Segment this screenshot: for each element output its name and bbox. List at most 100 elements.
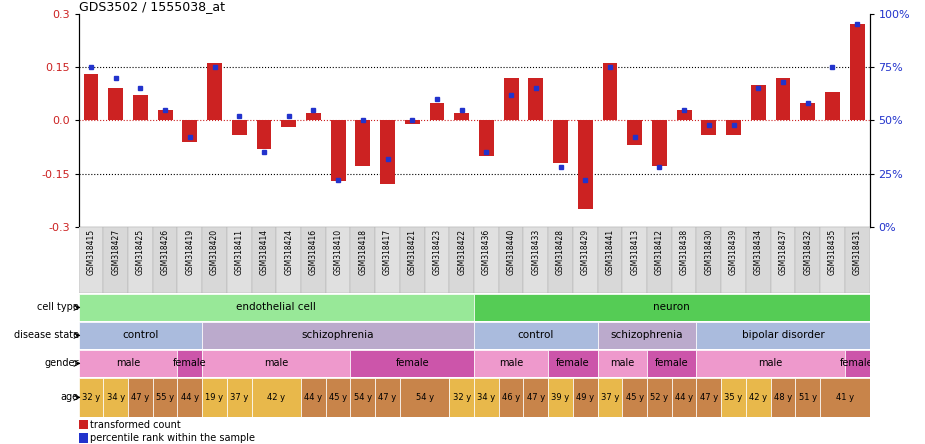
- Text: 35 y: 35 y: [724, 393, 743, 402]
- Text: endothelial cell: endothelial cell: [237, 302, 316, 313]
- Bar: [598, 378, 623, 416]
- Bar: [578, 120, 593, 209]
- Text: 47 y: 47 y: [378, 393, 397, 402]
- Bar: [652, 120, 667, 166]
- Text: 44 y: 44 y: [675, 393, 693, 402]
- Text: GSM318431: GSM318431: [853, 229, 862, 275]
- Text: control: control: [122, 330, 158, 341]
- Bar: [499, 378, 524, 416]
- Text: 19 y: 19 y: [205, 393, 224, 402]
- Text: percentile rank within the sample: percentile rank within the sample: [91, 433, 255, 443]
- Text: female: female: [840, 358, 874, 369]
- Bar: [677, 110, 692, 120]
- Bar: [553, 120, 568, 163]
- Bar: [178, 227, 203, 293]
- Bar: [771, 227, 796, 293]
- Text: male: male: [758, 358, 783, 369]
- Text: bipolar disorder: bipolar disorder: [742, 330, 824, 341]
- Text: 39 y: 39 y: [551, 393, 570, 402]
- Text: 54 y: 54 y: [415, 393, 434, 402]
- Bar: [623, 378, 648, 416]
- Bar: [83, 74, 98, 120]
- Bar: [326, 227, 351, 293]
- Bar: [178, 350, 203, 377]
- Text: GSM318436: GSM318436: [482, 229, 491, 275]
- Bar: [203, 378, 227, 416]
- Text: GSM318427: GSM318427: [111, 229, 120, 275]
- Text: female: female: [173, 358, 206, 369]
- Text: 54 y: 54 y: [353, 393, 372, 402]
- Bar: [549, 227, 573, 293]
- Text: 48 y: 48 y: [774, 393, 792, 402]
- Text: GSM318439: GSM318439: [729, 229, 738, 275]
- Bar: [820, 227, 845, 293]
- Text: GSM318423: GSM318423: [433, 229, 441, 275]
- Text: cell type: cell type: [37, 302, 79, 313]
- Bar: [376, 378, 400, 416]
- Text: GSM318419: GSM318419: [185, 229, 194, 275]
- Bar: [726, 120, 741, 135]
- Text: 45 y: 45 y: [329, 393, 347, 402]
- Bar: [746, 378, 771, 416]
- Text: GSM318437: GSM318437: [779, 229, 787, 275]
- Bar: [474, 294, 870, 321]
- Text: disease state: disease state: [14, 330, 79, 341]
- Bar: [820, 378, 870, 416]
- Bar: [79, 350, 178, 377]
- Text: age: age: [60, 392, 79, 402]
- Text: GSM318430: GSM318430: [704, 229, 713, 275]
- Bar: [108, 88, 123, 120]
- Bar: [227, 227, 252, 293]
- Text: GSM318412: GSM318412: [655, 229, 664, 275]
- Text: GSM318417: GSM318417: [383, 229, 392, 275]
- Bar: [722, 378, 746, 416]
- Text: neuron: neuron: [653, 302, 690, 313]
- Text: GSM318435: GSM318435: [828, 229, 837, 275]
- Bar: [648, 378, 672, 416]
- Bar: [528, 78, 543, 120]
- Bar: [845, 350, 869, 377]
- Text: GSM318418: GSM318418: [358, 229, 367, 275]
- Bar: [648, 227, 672, 293]
- Text: GSM318428: GSM318428: [556, 229, 565, 275]
- Text: GSM318425: GSM318425: [136, 229, 145, 275]
- Text: GSM318441: GSM318441: [606, 229, 614, 275]
- Bar: [153, 227, 178, 293]
- Bar: [380, 120, 395, 184]
- Bar: [504, 78, 519, 120]
- Bar: [623, 227, 648, 293]
- Text: GDS3502 / 1555038_at: GDS3502 / 1555038_at: [79, 0, 225, 12]
- Bar: [672, 378, 697, 416]
- Text: GSM318426: GSM318426: [161, 229, 169, 275]
- Text: 41 y: 41 y: [835, 393, 854, 402]
- Bar: [800, 103, 815, 120]
- Text: GSM318415: GSM318415: [86, 229, 95, 275]
- Bar: [598, 322, 697, 349]
- Bar: [301, 378, 326, 416]
- Text: 46 y: 46 y: [502, 393, 520, 402]
- Text: control: control: [518, 330, 554, 341]
- Bar: [549, 378, 573, 416]
- Bar: [549, 350, 598, 377]
- Bar: [771, 378, 796, 416]
- Text: 47 y: 47 y: [131, 393, 150, 402]
- Bar: [746, 227, 771, 293]
- Bar: [128, 378, 153, 416]
- Text: 44 y: 44 y: [304, 393, 323, 402]
- Bar: [573, 378, 598, 416]
- Bar: [157, 110, 173, 120]
- Text: 37 y: 37 y: [230, 393, 249, 402]
- Bar: [825, 92, 840, 120]
- Bar: [450, 227, 474, 293]
- Text: 49 y: 49 y: [576, 393, 595, 402]
- Bar: [281, 120, 296, 127]
- Text: 32 y: 32 y: [452, 393, 471, 402]
- Bar: [796, 227, 820, 293]
- Bar: [573, 227, 598, 293]
- Bar: [722, 227, 746, 293]
- Text: GSM318420: GSM318420: [210, 229, 219, 275]
- Bar: [524, 378, 549, 416]
- Bar: [256, 120, 271, 149]
- Text: female: female: [396, 358, 429, 369]
- Text: 55 y: 55 y: [156, 393, 174, 402]
